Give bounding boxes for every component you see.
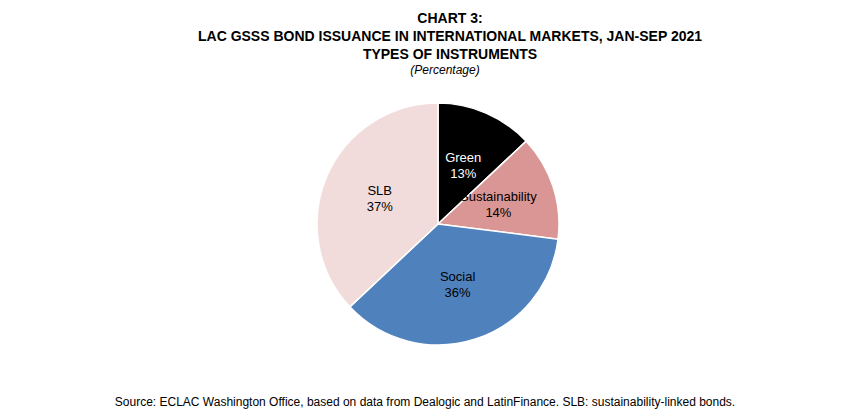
svg-text:37%: 37% <box>367 199 393 214</box>
svg-text:13%: 13% <box>450 166 476 181</box>
svg-text:14%: 14% <box>485 205 511 220</box>
svg-text:(Percentage): (Percentage) <box>410 63 479 77</box>
svg-text:Sustainability: Sustainability <box>460 189 537 204</box>
svg-text:TYPES OF INSTRUMENTS: TYPES OF INSTRUMENTS <box>363 46 537 62</box>
svg-text:LAC GSSS BOND ISSUANCE IN INTE: LAC GSSS BOND ISSUANCE IN INTERNATIONAL … <box>198 28 702 44</box>
svg-text:SLB: SLB <box>367 183 392 198</box>
svg-text:Social: Social <box>440 269 476 284</box>
svg-text:Green: Green <box>445 150 481 165</box>
svg-text:36%: 36% <box>445 285 471 300</box>
svg-text:CHART 3:: CHART 3: <box>417 10 482 26</box>
svg-text:Source: ECLAC Washington Offic: Source: ECLAC Washington Office, based o… <box>115 395 735 409</box>
